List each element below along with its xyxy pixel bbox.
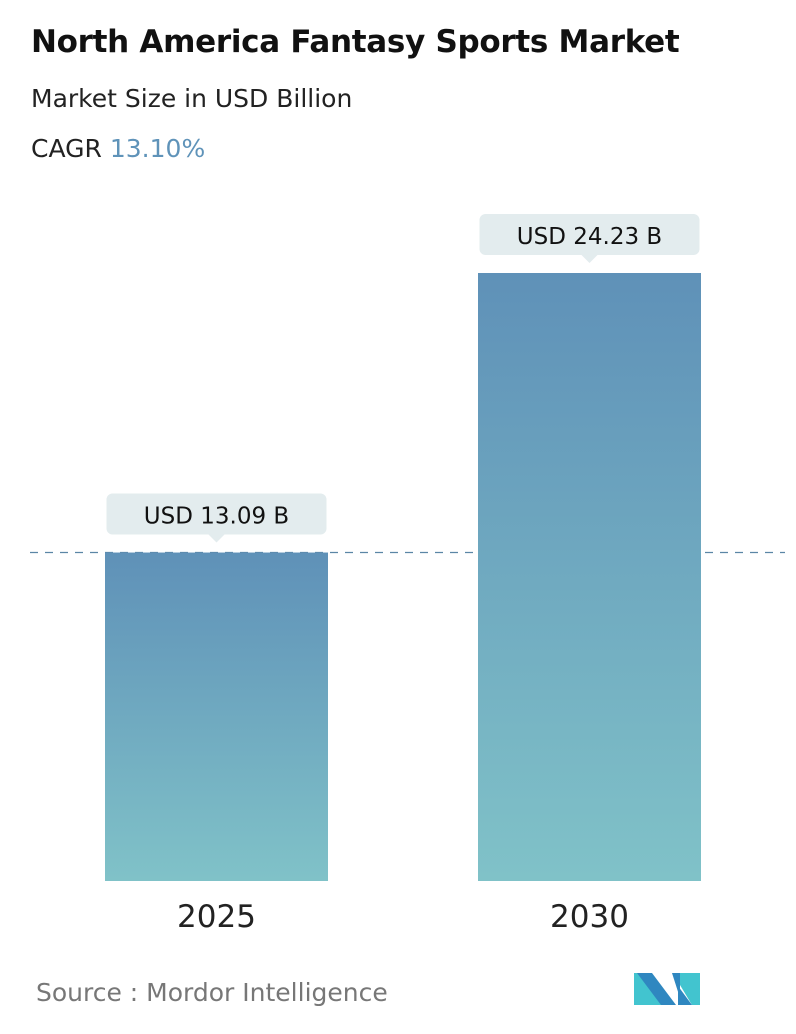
x-tick-label: 2025: [177, 899, 256, 935]
bar-2030: [478, 273, 701, 881]
cagr: CAGR 13.10%: [31, 134, 205, 163]
mordor-logo-icon: [634, 973, 700, 1005]
data-label: USD 13.09 B: [144, 504, 289, 530]
data-label-bubble: [479, 214, 700, 263]
chart-subtitle: Market Size in USD Billion: [31, 84, 353, 113]
cagr-label: CAGR: [31, 134, 102, 163]
x-tick-label: 2030: [550, 899, 629, 935]
data-label: USD 24.23 B: [517, 224, 662, 250]
bar-2025: [105, 552, 328, 881]
cagr-value: 13.10%: [109, 134, 206, 163]
data-label-bubble: [106, 493, 327, 543]
chart-title: North America Fantasy Sports Market: [31, 24, 680, 60]
source-text: Source : Mordor Intelligence: [36, 978, 388, 1007]
